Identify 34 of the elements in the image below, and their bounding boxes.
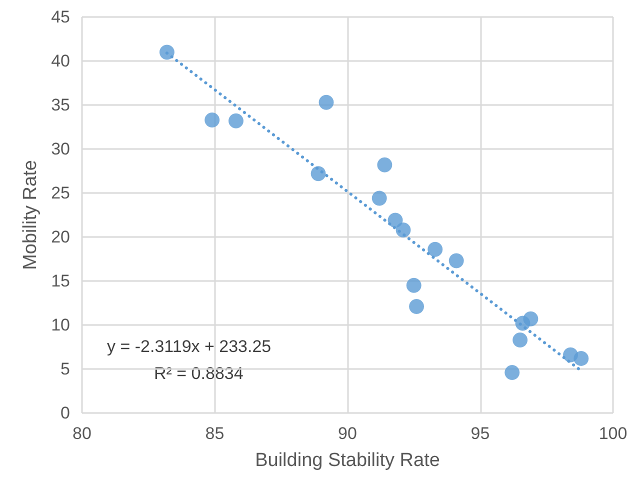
point bbox=[428, 242, 443, 257]
x-tick-label: 100 bbox=[598, 424, 628, 443]
x-tick-label: 95 bbox=[470, 424, 490, 443]
y-tick-label: 20 bbox=[51, 228, 70, 246]
point bbox=[372, 190, 387, 206]
point bbox=[448, 253, 464, 268]
y-tick-label: 45 bbox=[51, 8, 70, 26]
point bbox=[512, 332, 528, 348]
y-tick-label: 5 bbox=[60, 360, 70, 378]
annotation: y = -2.3119x + 233.25 bbox=[107, 337, 272, 356]
y-tick-label: 40 bbox=[51, 52, 70, 70]
x-tick-label: 80 bbox=[72, 424, 92, 443]
point bbox=[574, 350, 589, 366]
y-tick-label: 30 bbox=[51, 140, 70, 158]
point bbox=[396, 222, 411, 238]
point bbox=[318, 94, 334, 110]
x-tick-label: 90 bbox=[338, 424, 357, 443]
x-axis-title: Building Stability Rate bbox=[255, 450, 440, 471]
point bbox=[504, 365, 520, 380]
y-tick-label: 10 bbox=[51, 316, 70, 334]
point bbox=[310, 166, 326, 182]
point bbox=[523, 311, 538, 326]
point bbox=[406, 278, 422, 293]
x-tick-label: 85 bbox=[205, 424, 224, 443]
point bbox=[377, 157, 392, 172]
point bbox=[204, 112, 220, 128]
point bbox=[159, 44, 174, 60]
y-axis-title: Mobility Rate bbox=[20, 160, 42, 270]
point bbox=[409, 299, 424, 314]
y-tick-label: 35 bbox=[51, 96, 70, 114]
point bbox=[228, 113, 244, 128]
y-tick-label: 25 bbox=[51, 184, 70, 202]
y-tick-label: 0 bbox=[60, 404, 70, 422]
y-tick-label: 15 bbox=[51, 272, 70, 290]
